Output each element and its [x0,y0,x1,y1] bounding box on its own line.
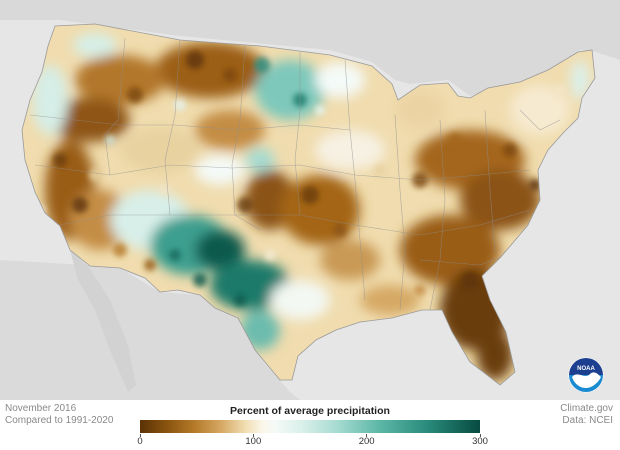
legend-color-bar [140,420,480,433]
mexico-landmass [0,260,300,400]
state-boundaries [29,37,561,311]
legend-tick-mark [366,434,368,437]
noaa-logo-text: NOAA [577,366,595,372]
legend-tick-mark [139,434,141,437]
legend-tick-label: 300 [472,436,488,447]
legend-tick-mark [252,434,254,437]
period-label: November 2016 [5,403,77,414]
map-footer: November 2016 Compared to 1991-2020 Perc… [0,400,620,450]
baja-peninsula [70,250,136,392]
credit: Climate.gov Data: NCEI [560,403,613,427]
data-source-label: Data: NCEI [562,415,613,426]
precipitation-map: NOAA [0,0,620,400]
legend-tick-label: 100 [245,436,262,447]
legend-tick-mark [479,434,481,437]
noaa-logo: NOAA [568,357,604,393]
canada-landmass [0,0,620,96]
legend-title: Percent of average precipitation [230,405,390,417]
source-site-label: Climate.gov [560,403,613,414]
legend-tick-label: 200 [358,436,375,447]
map-canvas [0,0,620,400]
legend-tick-label: 0 [137,436,143,447]
map-caption: November 2016 Compared to 1991-2020 [5,403,113,427]
baseline-label: Compared to 1991-2020 [5,415,114,426]
